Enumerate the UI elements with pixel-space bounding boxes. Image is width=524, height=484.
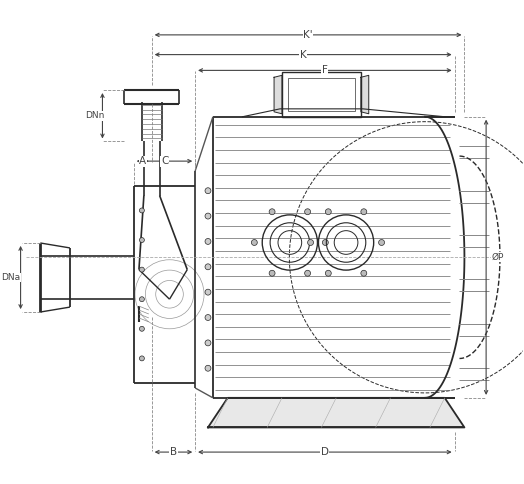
Bar bbox=[282, 72, 361, 117]
Circle shape bbox=[205, 188, 211, 194]
Polygon shape bbox=[274, 76, 282, 114]
Circle shape bbox=[322, 240, 329, 245]
Circle shape bbox=[139, 238, 145, 242]
Text: A: A bbox=[139, 156, 146, 166]
Polygon shape bbox=[208, 398, 464, 427]
Text: ØP: ØP bbox=[492, 253, 504, 262]
Circle shape bbox=[325, 270, 331, 276]
Circle shape bbox=[139, 297, 145, 302]
Circle shape bbox=[139, 356, 145, 361]
Circle shape bbox=[205, 315, 211, 320]
Circle shape bbox=[205, 213, 211, 219]
Circle shape bbox=[304, 209, 311, 215]
Circle shape bbox=[205, 289, 211, 295]
Text: DNa: DNa bbox=[1, 273, 20, 282]
Circle shape bbox=[325, 209, 331, 215]
Circle shape bbox=[269, 209, 275, 215]
Text: F: F bbox=[322, 65, 328, 76]
Text: D: D bbox=[321, 447, 329, 457]
Circle shape bbox=[205, 340, 211, 346]
Circle shape bbox=[269, 270, 275, 276]
Circle shape bbox=[379, 240, 385, 245]
Text: K: K bbox=[300, 49, 307, 60]
Polygon shape bbox=[361, 76, 369, 114]
Text: B: B bbox=[170, 447, 177, 457]
Circle shape bbox=[139, 267, 145, 272]
Circle shape bbox=[361, 209, 367, 215]
Circle shape bbox=[361, 270, 367, 276]
Text: C: C bbox=[161, 156, 168, 166]
Circle shape bbox=[139, 326, 145, 331]
Text: K': K' bbox=[303, 30, 313, 40]
Bar bbox=[288, 78, 355, 111]
Circle shape bbox=[308, 240, 313, 245]
Circle shape bbox=[205, 239, 211, 244]
Circle shape bbox=[304, 270, 311, 276]
Circle shape bbox=[205, 365, 211, 371]
Circle shape bbox=[139, 208, 145, 213]
Text: DNn: DNn bbox=[85, 111, 104, 120]
Circle shape bbox=[252, 240, 257, 245]
Circle shape bbox=[205, 264, 211, 270]
